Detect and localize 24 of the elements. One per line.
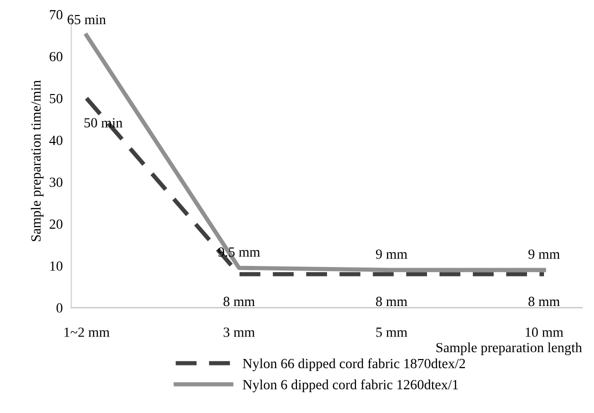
data-label: 9 mm: [528, 249, 560, 259]
data-label: 8 mm: [528, 296, 560, 306]
x-axis-title: Sample preparation length: [436, 342, 582, 356]
data-label: 9.5 mm: [218, 247, 260, 257]
y-tick-label: 70: [50, 10, 62, 20]
y-axis-title: Sample preparation time/min: [30, 80, 44, 242]
legend-label: Nylon 6 dipped cord fabric 1260dtex/1: [242, 379, 458, 392]
y-tick-label: 40: [49, 136, 62, 146]
data-label: 65 min: [68, 14, 106, 24]
legend-label: Nylon 66 dipped cord fabric 1870dtex/2: [242, 358, 465, 372]
y-tick-label: 30: [50, 178, 62, 187]
data-label: 9 mm: [376, 249, 408, 259]
data-label: 50 min: [84, 118, 122, 128]
x-tick-label: 10 mm: [526, 328, 564, 337]
x-tick-label: 1~2 mm: [64, 328, 110, 337]
x-tick-label: 5 mm: [376, 328, 408, 337]
x-tick-label: 3 mm: [224, 328, 255, 337]
y-tick-label: 10: [50, 261, 62, 271]
y-tick-label: 0: [56, 303, 62, 313]
y-tick-label: 50: [50, 94, 62, 104]
y-tick-label: 60: [50, 52, 62, 62]
y-tick-label: 20: [50, 219, 62, 229]
data-label: 8 mm: [376, 296, 408, 306]
data-label: 8 mm: [224, 296, 255, 306]
